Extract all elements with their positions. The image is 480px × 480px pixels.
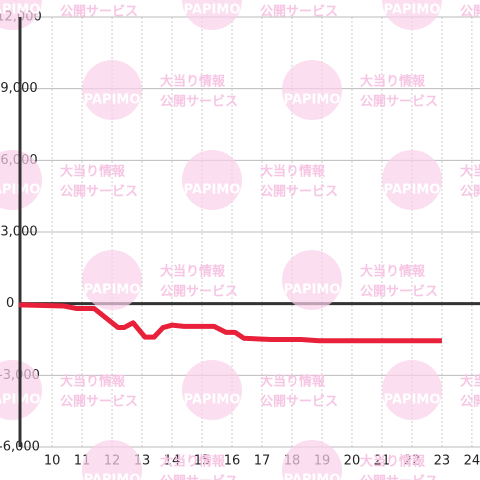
watermark-circle bbox=[182, 0, 242, 30]
watermark-logo: PAPIMO bbox=[184, 3, 241, 18]
x-tick-label: 10 bbox=[44, 454, 61, 469]
watermark-text: 公開サービス bbox=[260, 184, 338, 200]
x-tick-label: 22 bbox=[404, 454, 421, 469]
watermark-text: 公開サービス bbox=[460, 184, 480, 200]
watermark-circle bbox=[82, 60, 142, 120]
watermark-circle bbox=[282, 250, 342, 310]
watermark-logo: PAPIMO bbox=[0, 3, 40, 18]
watermark-circle bbox=[382, 360, 442, 420]
watermark-circle bbox=[282, 60, 342, 120]
watermark-text: 大当り情報 bbox=[60, 374, 126, 390]
watermark-logo: PAPIMO bbox=[184, 183, 241, 198]
watermark-circle bbox=[382, 0, 442, 30]
x-tick-label: 14 bbox=[164, 454, 181, 469]
watermark-text: 公開サービス bbox=[360, 474, 438, 480]
watermark-text: 大当り情報 bbox=[460, 164, 480, 180]
watermark-logo: PAPIMO bbox=[284, 93, 341, 108]
watermark-text: 大当り情報 bbox=[460, 374, 480, 390]
watermark-circle bbox=[182, 360, 242, 420]
watermark-text: 公開サービス bbox=[60, 4, 138, 20]
watermark-text: 公開サービス bbox=[260, 4, 338, 20]
watermark-text: 大当り情報 bbox=[360, 74, 426, 90]
x-tick-label: 21 bbox=[374, 454, 391, 469]
watermark-logo: PAPIMO bbox=[284, 283, 341, 298]
watermark-logo: PAPIMO bbox=[84, 283, 141, 298]
x-tick-label: 17 bbox=[254, 454, 271, 469]
watermark-text: 大当り情報 bbox=[60, 164, 126, 180]
x-tick-label: 24 bbox=[464, 454, 480, 469]
watermark-logo: PAPIMO bbox=[384, 183, 441, 198]
x-tick-label: 15 bbox=[194, 454, 211, 469]
watermark-text: 公開サービス bbox=[60, 184, 138, 200]
watermark-logo: PAPIMO bbox=[284, 473, 341, 480]
watermark-text: 公開サービス bbox=[160, 284, 238, 300]
watermark-circle bbox=[82, 440, 142, 480]
watermark-text: 大当り情報 bbox=[160, 264, 226, 280]
watermark-text: 公開サービス bbox=[360, 94, 438, 110]
watermark-text: 公開サービス bbox=[60, 394, 138, 410]
watermark-text: 公開サービス bbox=[260, 394, 338, 410]
watermark-logo: PAPIMO bbox=[84, 93, 141, 108]
watermark-logo: PAPIMO bbox=[184, 393, 241, 408]
watermark-logo: PAPIMO bbox=[84, 473, 141, 480]
x-tick-label: 16 bbox=[224, 454, 241, 469]
watermark-text: 公開サービス bbox=[160, 474, 238, 480]
watermark-circle bbox=[82, 250, 142, 310]
watermark-text: 公開サービス bbox=[460, 4, 480, 20]
watermark-text: 大当り情報 bbox=[160, 454, 226, 470]
watermark-logo: PAPIMO bbox=[384, 3, 441, 18]
watermark-text: 大当り情報 bbox=[260, 164, 326, 180]
watermark-text: 大当り情報 bbox=[360, 264, 426, 280]
watermark-circle bbox=[182, 150, 242, 210]
watermark-circle bbox=[382, 150, 442, 210]
series-line bbox=[19, 302, 442, 344]
x-tick-label: 20 bbox=[344, 454, 361, 469]
watermark-text: 公開サービス bbox=[460, 394, 480, 410]
watermark-text: 公開サービス bbox=[360, 284, 438, 300]
y-tick-label: 0 bbox=[6, 296, 14, 311]
watermark-circle bbox=[0, 0, 42, 30]
watermark-circle bbox=[282, 440, 342, 480]
watermark-text: 大当り情報 bbox=[360, 454, 426, 470]
watermark-text: 大当り情報 bbox=[160, 74, 226, 90]
x-tick-label: 23 bbox=[434, 454, 451, 469]
watermark-text: 公開サービス bbox=[160, 94, 238, 110]
watermark-text: 大当り情報 bbox=[260, 374, 326, 390]
watermark-logo: PAPIMO bbox=[384, 393, 441, 408]
